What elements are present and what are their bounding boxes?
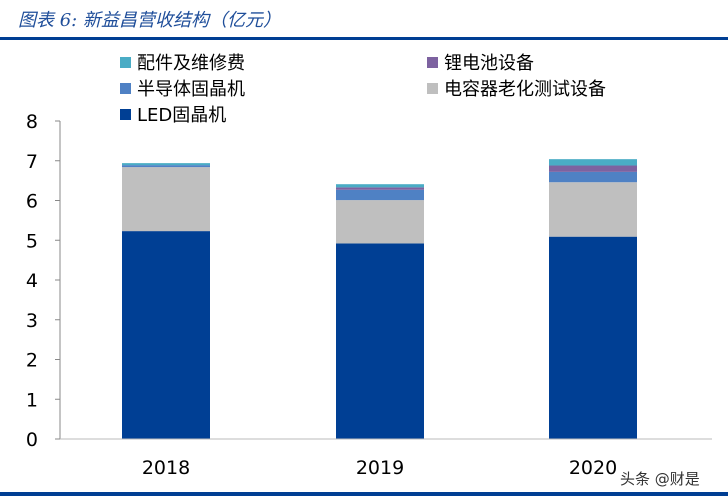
y-tick-label: 0 <box>26 429 38 451</box>
legend-swatch <box>120 109 131 120</box>
legend-swatch <box>427 83 438 94</box>
bar-segment <box>122 167 210 232</box>
legend-swatch <box>120 83 131 94</box>
legend-label: 电容器老化测试设备 <box>444 79 606 100</box>
y-tick-label: 4 <box>26 270 38 292</box>
x-tick-label: 2018 <box>142 457 190 479</box>
legend-label: LED固晶机 <box>137 105 226 126</box>
bar-segment <box>122 165 210 168</box>
bar-segment <box>549 182 637 237</box>
y-tick-label: 6 <box>26 191 38 213</box>
bar-segment <box>336 184 424 188</box>
y-tick-label: 8 <box>26 111 38 133</box>
bar-segment <box>549 236 637 439</box>
bar-segment <box>336 189 424 201</box>
bar-segment <box>549 171 637 183</box>
y-tick-label: 5 <box>26 230 38 252</box>
bar-segment <box>336 243 424 439</box>
legend-swatch <box>120 57 131 68</box>
bar-segment <box>336 200 424 244</box>
bar-segment <box>336 187 424 190</box>
legend-label: 半导体固晶机 <box>137 79 245 100</box>
y-tick-label: 7 <box>26 151 38 173</box>
header-divider <box>0 37 728 40</box>
watermark: 头条 @财是 <box>620 470 700 488</box>
chart-title: 图表 6: 新益昌营收结构（亿元） <box>18 10 281 31</box>
legend-label: 锂电池设备 <box>444 53 534 74</box>
bar-segment <box>549 159 637 166</box>
x-tick-label: 2019 <box>356 457 404 479</box>
footer-divider <box>0 492 728 496</box>
y-tick-label: 1 <box>26 389 38 411</box>
bar-segment <box>122 163 210 166</box>
x-tick-label: 2020 <box>569 457 617 479</box>
y-tick-label: 2 <box>26 350 38 372</box>
legend-swatch <box>427 57 438 68</box>
y-tick-label: 3 <box>26 310 38 332</box>
legend-label: 配件及维修费 <box>137 53 245 74</box>
bar-segment <box>549 165 637 172</box>
bar-segment <box>122 231 210 439</box>
